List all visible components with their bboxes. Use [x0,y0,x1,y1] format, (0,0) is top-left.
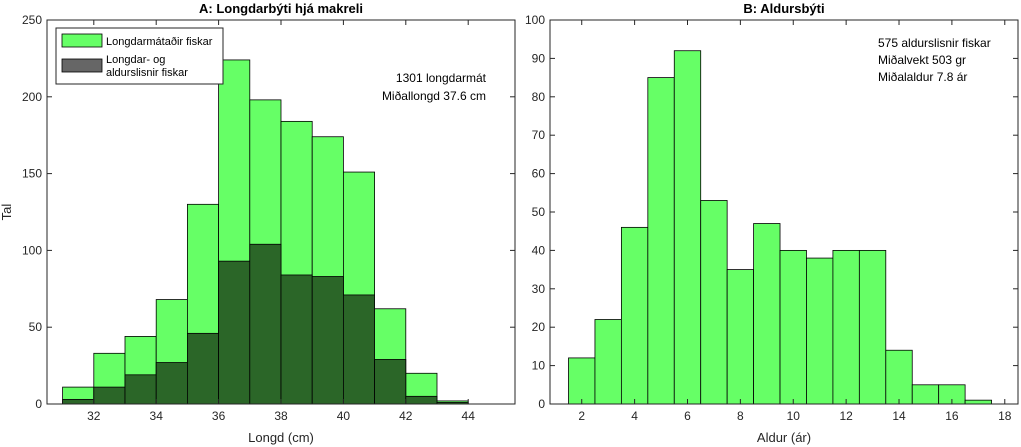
panel-a-bar-dark-31.5 [62,398,95,405]
panel-a-bar-dark-35.5 [186,332,219,405]
panel-b-x-axis-label: Aldur (ár) [757,430,811,445]
panel-b-bar-light-8 [726,269,754,405]
panel-b-ticks: 2 4 6 8 10 12 14 16 18 0 10 20 30 40 50 60 70 80 90 100 [525,13,1018,423]
panel-b-bar-light-5 [647,77,675,405]
panel-a-bar-dark-34.5 [155,362,188,405]
panel-b-y-tick-label: 0 [538,397,545,411]
panel-b-y-tick-label: 50 [532,205,546,219]
panel-b-y-tick-label: 100 [525,13,545,27]
panel-b-y-tick-label: 70 [532,128,546,142]
panel-a-y-tick-label: 150 [22,167,42,181]
panel-b-y-tick-label: 90 [532,51,546,65]
panel-b-x-tick-label: 2 [578,409,585,423]
panel-b-bar-light-10 [779,249,807,405]
panel-b-y-tick-label: 10 [532,359,546,373]
panel-b-y-tick-label: 30 [532,282,546,296]
panel-a-y-tick-label: 100 [22,243,42,257]
panel-a-bar-dark-42.5 [405,395,438,405]
panel-a-x-tick-label: 38 [274,409,288,423]
panel-b-x-tick-label: 18 [998,409,1012,423]
panel-a-ticks: 32 34 36 38 40 42 44 0 50 100 150 200 250 [22,13,515,423]
panel-a-bars [62,59,469,405]
panel-b-y-tick-label: 20 [532,320,546,334]
panel-b-annotation-mean-age: Miðalaldur 7.8 ár [878,70,967,84]
panel-a-bar-dark-37.5 [249,243,282,405]
panel-b-x-tick-label: 16 [945,409,959,423]
panel-a-bar-dark-39.5 [311,276,344,405]
panel-b-y-tick-label: 60 [532,167,546,181]
panel-b-bar-light-17 [964,399,992,405]
panel-a-bar-dark-40.5 [342,294,375,405]
panel-b-annotation-count: 575 aldurslisnir fiskar [878,36,991,50]
panel-a-annotation-mean-length: Miðallongd 37.6 cm [382,89,486,103]
panel-b-x-tick-label: 12 [839,409,853,423]
panel-b-bar-light-3 [594,319,622,405]
panel-a-y-tick-label: 0 [35,397,42,411]
legend-swatch-dark [61,58,103,73]
panel-a-bar-dark-36.5 [218,260,251,405]
panel-b-x-tick-label: 10 [787,409,801,423]
panel-a-x-tick-label: 40 [337,409,351,423]
panel-b-annotation-mean-weight: Miðalvekt 503 gr [878,53,966,67]
panel-b-x-tick-label: 8 [737,409,744,423]
panel-b-title: B: Aldursbýti [743,1,824,16]
panel-a-y-tick-label: 50 [29,320,43,334]
panel-b-bar-light-11 [806,257,834,405]
panel-a-bar-dark-32.5 [93,386,126,405]
panel-b-x-tick-label: 4 [631,409,638,423]
panel-a-bar-dark-38.5 [280,274,313,405]
panel-b-bar-light-2 [568,357,596,405]
panel-a-y-tick-label: 200 [22,90,42,104]
panel-b-bar-light-4 [620,226,649,405]
legend-swatch-light [61,33,103,48]
panel-b-bar-light-15 [911,384,940,405]
panel-b-bar-light-7 [700,200,728,405]
legend-label-length-measured: Longdarmátaðir fiskar [106,36,213,48]
panel-a-x-axis-label: Longd (cm) [248,430,314,445]
panel-b-bar-light-12 [832,249,860,405]
panel-a-x-tick-label: 42 [399,409,413,423]
panel-a-title: A: Longdarbýti hjá makreli [199,1,363,16]
legend-label-aged: Longdar- og aldurslisnir fiskar [106,54,188,79]
panel-a-bar-dark-41.5 [374,359,407,405]
panel-a-x-tick-label: 44 [462,409,476,423]
panel-b-y-tick-label: 80 [532,90,546,104]
panel-b-age-histogram: 2 4 6 8 10 12 14 16 18 0 10 20 30 40 50 60 70 80 90 100 B: … [525,1,1019,445]
panel-b-bar-light-9 [753,223,781,405]
panel-b-bar-light-6 [673,50,702,405]
panel-a-length-histogram: 32 34 36 38 40 42 44 0 50 100 150 200 250 A: Longdar… [0,1,516,445]
panel-a-y-tick-label: 250 [22,13,42,27]
panel-b-x-tick-label: 6 [684,409,691,423]
panel-a-bar-dark-33.5 [124,374,157,405]
panel-a-legend: Longdarmátaðir fiskar Longdar- og aldurs… [55,27,224,85]
panel-b-x-tick-label: 14 [892,409,906,423]
panel-a-x-tick-label: 36 [212,409,226,423]
panel-b-y-tick-label: 40 [532,243,546,257]
panel-a-y-axis-label: Tal [0,204,14,221]
panel-b-bar-light-14 [885,349,913,405]
panel-b-bars [568,50,992,405]
panel-b-bar-light-13 [858,249,887,405]
panel-a-annotation-count: 1301 longdarmát [396,71,487,85]
panel-a-x-tick-label: 34 [150,409,164,423]
panel-a-x-tick-label: 32 [87,409,101,423]
